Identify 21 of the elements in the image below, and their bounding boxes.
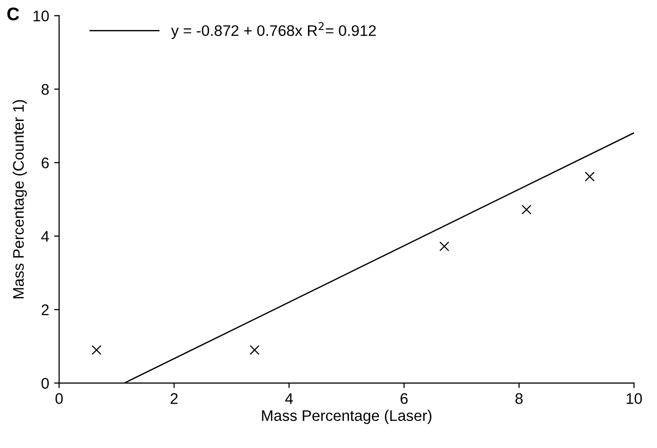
x-tick-label: 10 bbox=[626, 393, 642, 404]
x-tick-label: 4 bbox=[285, 393, 293, 404]
point bbox=[584, 172, 595, 182]
y-tick-label: 8 bbox=[42, 84, 49, 95]
y-tick-label: 2 bbox=[42, 304, 49, 316]
y-axis-title: Mass Percentage (Counter 1) bbox=[12, 100, 27, 298]
y-tick-label: 0 bbox=[42, 378, 49, 389]
x-tick-label: 0 bbox=[55, 393, 63, 404]
text: C bbox=[7, 8, 20, 20]
x-tick-label: 8 bbox=[515, 393, 523, 404]
point bbox=[522, 204, 532, 215]
x-axis-title: Mass Percentage (Laser) bbox=[262, 410, 432, 424]
x-tick-label: 6 bbox=[400, 393, 408, 404]
point bbox=[92, 345, 102, 355]
y-tick-label: 6 bbox=[42, 157, 49, 168]
x-tick-label: 2 bbox=[170, 393, 178, 404]
point bbox=[439, 241, 450, 252]
y-tick-label: 10 bbox=[34, 10, 49, 22]
point bbox=[250, 345, 260, 355]
y-tick-label: 4 bbox=[41, 231, 49, 242]
legend-label: y = -0.872 + 0.768x R$^{2}$= 0.912 bbox=[171, 22, 376, 40]
